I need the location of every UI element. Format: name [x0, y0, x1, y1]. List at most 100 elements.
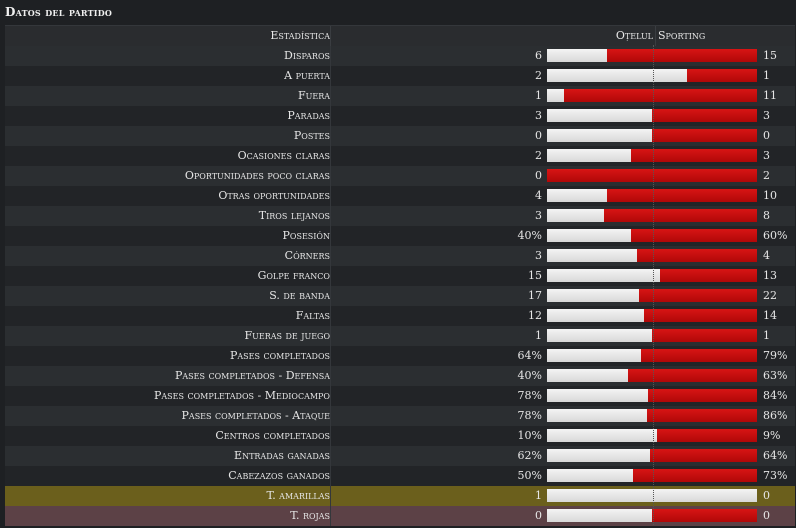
table-row: S. de banda 17 22	[5, 286, 795, 306]
away-bar-fill	[607, 49, 757, 62]
home-bar-fill	[547, 449, 650, 462]
away-bar-fill	[652, 329, 757, 342]
away-bar-fill	[564, 89, 757, 102]
away-bar-fill	[628, 369, 757, 382]
stat-label: Disparos	[284, 49, 330, 62]
stat-label: Pases completados - Mediocampo	[154, 389, 330, 402]
away-value: 86%	[763, 409, 788, 422]
table-row: Pases completados 64% 79%	[5, 346, 795, 366]
stat-label: Oportunidades poco claras	[184, 169, 330, 182]
comparison-bar	[547, 369, 757, 382]
home-bar-fill	[547, 329, 652, 342]
table-row: Entradas ganadas 62% 64%	[5, 446, 795, 466]
comparison-bar	[547, 249, 757, 262]
comparison-bar	[547, 289, 757, 302]
comparison-bar	[547, 509, 757, 522]
stat-label: Otras oportunidades	[218, 189, 330, 202]
comparison-bar	[547, 269, 757, 282]
header-stat[interactable]: Estadística	[270, 29, 330, 42]
column-separator	[330, 506, 331, 526]
away-value: 2	[763, 169, 770, 182]
home-bar-fill	[547, 269, 660, 282]
stat-label: Posesión	[282, 229, 330, 242]
home-bar-fill	[547, 469, 633, 482]
stat-label: Cabezazos ganados	[228, 469, 330, 482]
away-bar-fill	[641, 349, 757, 362]
table-row: T. amarillas 1 0	[5, 486, 795, 506]
home-value: 1	[535, 89, 542, 102]
home-bar-fill	[547, 429, 657, 442]
comparison-bar	[547, 109, 757, 122]
home-bar-fill	[547, 189, 607, 202]
away-bar-fill	[657, 429, 757, 442]
column-separator	[330, 346, 331, 366]
table-row: T. rojas 0 0	[5, 506, 795, 526]
column-separator	[330, 466, 331, 486]
away-value: 0	[763, 129, 770, 142]
stat-label: Pases completados - Defensa	[174, 369, 330, 382]
table-row: Pases completados - Mediocampo 78% 84%	[5, 386, 795, 406]
comparison-bar	[547, 429, 757, 442]
stat-label: T. amarillas	[266, 489, 330, 502]
away-bar-fill	[637, 249, 757, 262]
home-bar-fill	[547, 109, 652, 122]
comparison-bar	[547, 329, 757, 342]
away-value: 15	[763, 49, 777, 62]
away-bar-fill	[647, 409, 757, 422]
home-bar-fill	[547, 129, 652, 142]
home-value: 0	[535, 129, 542, 142]
home-value: 15	[528, 269, 542, 282]
column-separator	[330, 126, 331, 146]
home-value: 1	[535, 329, 542, 342]
home-bar-fill	[547, 89, 564, 102]
home-value: 0	[535, 509, 542, 522]
stat-label: Ocasiones claras	[237, 149, 330, 162]
home-value: 3	[535, 109, 542, 122]
home-bar-fill	[547, 509, 652, 522]
away-bar-fill	[631, 149, 757, 162]
home-bar-fill	[547, 309, 644, 322]
home-value: 17	[528, 289, 542, 302]
table-row: Oportunidades poco claras 0 2	[5, 166, 795, 186]
away-value: 14	[763, 309, 777, 322]
table-row: Córners 3 4	[5, 246, 795, 266]
column-separator	[330, 306, 331, 326]
away-value: 9%	[763, 429, 781, 442]
header-separator	[330, 26, 331, 46]
stat-label: Faltas	[295, 309, 330, 322]
comparison-bar	[547, 89, 757, 102]
column-separator	[330, 86, 331, 106]
away-bar-fill	[660, 269, 757, 282]
table-row: Otras oportunidades 4 10	[5, 186, 795, 206]
away-bar-fill	[648, 389, 757, 402]
home-value: 6	[535, 49, 542, 62]
home-value: 3	[535, 209, 542, 222]
column-separator	[330, 406, 331, 426]
header-home-team[interactable]: Oțelul	[615, 29, 653, 42]
header-away-team[interactable]: Sporting	[658, 29, 706, 42]
table-row: Postes 0 0	[5, 126, 795, 146]
stat-label: Fuera	[297, 89, 330, 102]
comparison-bar	[547, 389, 757, 402]
comparison-bar	[547, 489, 757, 502]
away-value: 84%	[763, 389, 788, 402]
away-value: 1	[763, 69, 770, 82]
comparison-bar	[547, 129, 757, 142]
column-separator	[330, 426, 331, 446]
comparison-bar	[547, 349, 757, 362]
stat-label: Fueras de juego	[244, 329, 330, 342]
column-separator	[330, 266, 331, 286]
home-bar-fill	[547, 489, 757, 502]
comparison-bar	[547, 209, 757, 222]
column-separator	[330, 366, 331, 386]
home-value: 0	[535, 169, 542, 182]
stat-label: S. de banda	[269, 289, 330, 302]
away-value: 1	[763, 329, 770, 342]
home-value: 3	[535, 249, 542, 262]
away-bar-fill	[547, 169, 757, 182]
column-separator	[330, 66, 331, 86]
table-row: Disparos 6 15	[5, 46, 795, 66]
header-separator	[655, 26, 656, 46]
home-value: 40%	[517, 229, 542, 242]
table-header: Estadística Oțelul Sporting	[5, 25, 795, 46]
